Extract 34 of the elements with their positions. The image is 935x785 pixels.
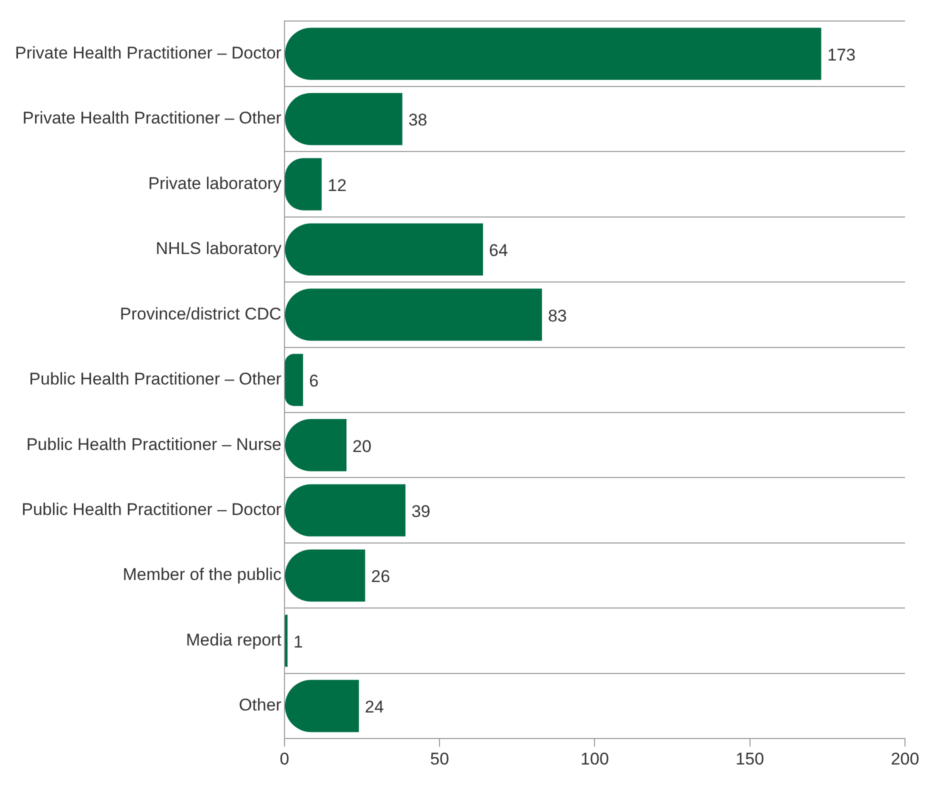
data-label: 173 [827,45,856,64]
x-tick-label: 100 [580,749,609,768]
bar [284,92,402,146]
bar [284,28,822,80]
y-tick-label: Private Health Practitioner – Other [22,108,282,128]
data-label: 26 [371,567,390,586]
y-tick-label: Public Health Practitioner – Nurse [26,434,282,454]
bar [284,484,406,536]
bar [284,223,484,276]
y-tick-label: Private laboratory [148,174,282,193]
data-label: 12 [328,176,347,195]
data-label: 20 [352,436,372,456]
data-label: 24 [364,698,384,717]
y-tick-label: Private Health Practitioner – Doctor [14,43,282,62]
y-tick-label: Member of the public [122,565,282,584]
y-tick-label: Media report [186,630,282,650]
data-label: 39 [411,502,430,522]
data-label: 38 [408,110,428,130]
x-tick-label: 50 [430,749,450,768]
x-tick-label: 150 [736,749,764,768]
bar [284,614,288,667]
bar [284,288,542,341]
data-label: 1 [294,632,304,652]
x-tick-label: 200 [890,749,920,768]
y-tick-label: Public Health Practitioner – Other [29,370,282,389]
y-tick-label: Public Health Practitioner – Doctor [22,500,282,520]
x-tick-label: 0 [280,749,290,768]
y-tick-label: Other [238,696,282,715]
data-label: 6 [309,372,319,391]
data-label: 64 [489,241,508,260]
y-tick-label: NHLS laboratory [156,239,282,258]
y-tick-label: Province/district CDC [120,304,282,324]
data-label: 83 [548,306,567,326]
bar [284,354,304,406]
